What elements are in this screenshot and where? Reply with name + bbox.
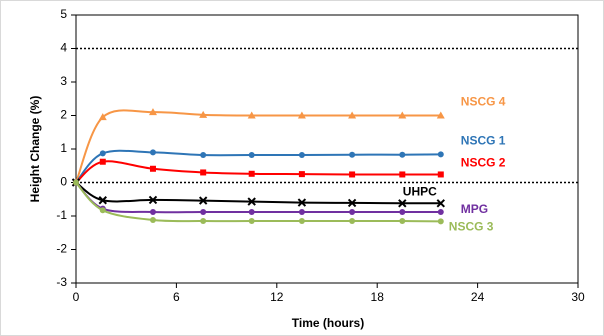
marker	[349, 208, 356, 215]
marker	[200, 208, 207, 215]
marker	[200, 152, 207, 159]
marker	[437, 208, 444, 215]
marker	[349, 218, 356, 225]
marker	[73, 179, 79, 186]
marker	[436, 199, 445, 208]
marker	[149, 149, 156, 156]
x-tick-label: 6	[173, 290, 180, 304]
marker	[247, 197, 256, 206]
x-tick-label: 0	[73, 290, 80, 304]
marker	[99, 158, 106, 165]
x-axis-title: Time (hours)	[292, 316, 364, 330]
y-tick-label: 5	[60, 7, 67, 21]
marker	[98, 196, 107, 205]
marker	[298, 171, 305, 178]
marker	[399, 218, 406, 225]
marker	[437, 218, 444, 225]
marker	[198, 196, 208, 205]
series-label: MPG	[461, 202, 488, 216]
marker	[437, 151, 444, 158]
y-tick-label: 0	[60, 175, 67, 189]
y-tick-label: -1	[56, 208, 67, 222]
series-label: NSCG 1	[461, 134, 506, 148]
marker	[248, 152, 255, 159]
marker	[399, 151, 406, 158]
marker	[199, 110, 208, 118]
marker	[298, 218, 305, 225]
marker	[248, 218, 255, 225]
x-tick-label: 30	[571, 290, 585, 304]
marker	[200, 218, 207, 225]
x-tick-label: 24	[471, 290, 485, 304]
y-tick-label: 2	[60, 108, 67, 122]
marker	[398, 111, 407, 119]
marker	[99, 207, 106, 214]
marker	[399, 171, 406, 178]
marker	[200, 169, 207, 176]
marker	[348, 111, 357, 119]
marker	[148, 195, 158, 205]
x-tick-label: 12	[270, 290, 284, 304]
marker	[436, 111, 445, 119]
series-label: NSCG 2	[461, 156, 506, 170]
marker	[298, 208, 305, 215]
x-tick-label: 18	[371, 290, 385, 304]
y-tick-label: -2	[56, 242, 67, 256]
marker	[99, 150, 106, 157]
marker	[349, 151, 356, 158]
marker	[149, 217, 156, 224]
marker	[149, 208, 156, 215]
marker	[297, 111, 306, 119]
series-label: NSCG 3	[449, 220, 494, 234]
marker	[347, 198, 357, 208]
marker	[297, 198, 307, 207]
series-label: UHPC	[403, 184, 437, 198]
marker	[399, 208, 406, 215]
y-axis-title: Height Change (%)	[28, 96, 42, 203]
y-tick-label: -3	[56, 275, 67, 289]
marker	[248, 208, 255, 215]
marker	[148, 108, 157, 116]
marker	[247, 111, 256, 119]
y-tick-label: 3	[60, 74, 67, 88]
marker	[298, 152, 305, 159]
marker	[398, 199, 407, 208]
marker	[149, 165, 156, 172]
marker	[248, 170, 255, 177]
marker	[98, 113, 107, 121]
y-tick-label: 4	[60, 41, 67, 55]
marker	[437, 171, 444, 178]
y-tick-label: 1	[60, 141, 67, 155]
marker	[349, 171, 356, 178]
series-label: NSCG 4	[461, 95, 506, 109]
